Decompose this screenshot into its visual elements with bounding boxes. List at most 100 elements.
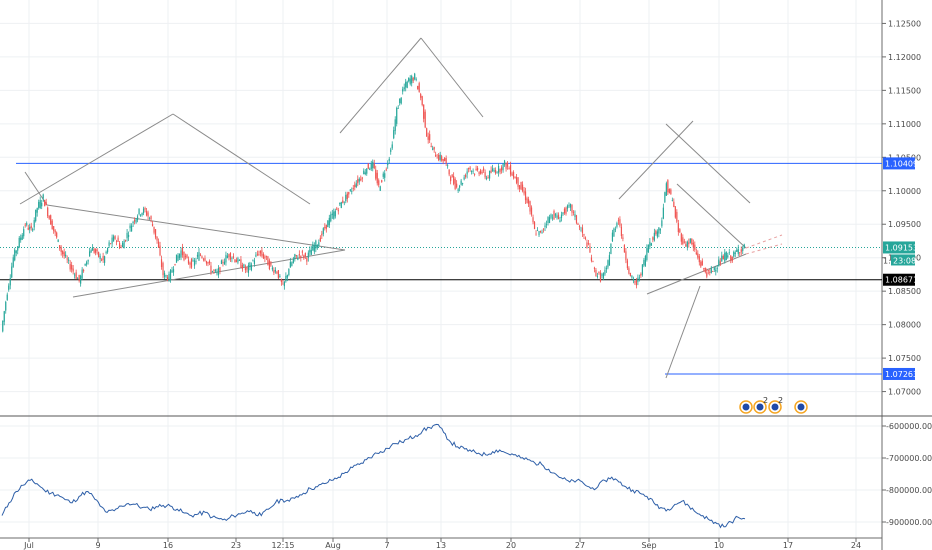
- candle-body: [282, 283, 284, 285]
- candle-body: [354, 184, 356, 188]
- candle-body: [405, 81, 407, 88]
- candle-body: [727, 255, 729, 258]
- candle-body: [69, 264, 71, 270]
- support-label-text: 1.08671: [885, 276, 918, 285]
- current-price-label-bg: [883, 241, 915, 254]
- time-tick-label: 20: [506, 541, 516, 550]
- target-label: 1.07263: [883, 367, 918, 380]
- event-badge: 2: [768, 396, 783, 414]
- candle-body: [166, 277, 169, 281]
- candle-body: [638, 277, 640, 279]
- time-tick-label: 17: [783, 541, 793, 550]
- candle-body: [2, 320, 4, 332]
- candle-body: [691, 238, 693, 245]
- candle-body: [337, 210, 339, 212]
- candle-body: [80, 275, 82, 284]
- candle-body: [539, 230, 542, 233]
- candle-body: [712, 271, 714, 272]
- trend-line: [646, 253, 747, 295]
- candle-body: [385, 169, 387, 171]
- candle-body: [508, 167, 510, 170]
- target-label-bg: [883, 367, 915, 380]
- candle-body: [734, 252, 736, 254]
- candle-body: [679, 229, 681, 233]
- candle-body: [460, 180, 462, 185]
- candle-body: [736, 249, 738, 252]
- candle-body: [285, 275, 287, 282]
- candle-body: [358, 178, 360, 182]
- candle-body: [671, 200, 673, 201]
- candle-body: [207, 262, 209, 264]
- candle-body: [641, 264, 643, 275]
- candle-body: [327, 220, 329, 228]
- candle-body: [160, 259, 163, 267]
- resistance-label: 1.10409: [883, 157, 918, 170]
- candle-body: [713, 267, 715, 270]
- candle-body: [664, 192, 666, 203]
- candle-body: [151, 224, 154, 227]
- candle-body: [593, 267, 596, 269]
- candle-body: [725, 252, 727, 260]
- candle-body: [33, 220, 35, 228]
- candle-body: [21, 234, 23, 240]
- candle-body: [682, 237, 684, 245]
- candle-body: [730, 255, 732, 260]
- candle-body: [99, 255, 101, 259]
- candle-body: [53, 226, 55, 231]
- candle-body: [661, 220, 663, 227]
- trend-line: [676, 183, 747, 249]
- candle-body: [550, 214, 552, 218]
- candle-body: [562, 212, 564, 215]
- candle-body: [59, 245, 61, 249]
- candle-body: [65, 254, 67, 257]
- indicator-tick-label: -700000.0000: [886, 454, 932, 463]
- support-label-bg: [883, 273, 915, 286]
- candle-body: [683, 241, 685, 243]
- countdown-prefix: 1.: [883, 256, 891, 265]
- candle-body: [724, 252, 726, 262]
- candle-body: [471, 170, 473, 172]
- candle-body: [694, 244, 696, 250]
- candle-body: [328, 217, 330, 226]
- trend-line: [24, 171, 48, 206]
- candle-body: [291, 262, 293, 266]
- candle-body: [108, 242, 110, 246]
- candle-body: [56, 232, 58, 238]
- candle-body: [313, 245, 315, 252]
- candle-body: [300, 255, 302, 258]
- candle-body: [286, 274, 288, 278]
- candle-body: [619, 219, 621, 226]
- candle-body: [39, 200, 41, 209]
- candle-body: [686, 241, 688, 247]
- candle-body: [403, 87, 405, 90]
- candle-body: [189, 262, 191, 265]
- countdown-bg: [891, 254, 915, 266]
- candle-body: [465, 174, 467, 177]
- candle-body: [142, 208, 145, 214]
- candle-body: [8, 285, 10, 290]
- candle-body: [598, 271, 600, 273]
- flag-dot: [742, 403, 750, 411]
- candle-body: [426, 128, 428, 137]
- candle-body: [273, 270, 275, 274]
- candle-body: [388, 158, 390, 161]
- trend-line: [665, 285, 701, 379]
- candle-body: [695, 252, 697, 255]
- candle-body: [171, 270, 173, 273]
- candle-body: [586, 242, 588, 248]
- candle-body: [20, 237, 22, 241]
- candle-body: [438, 154, 440, 161]
- flag-dot: [771, 403, 779, 411]
- candle-body: [71, 264, 73, 270]
- candle-body: [141, 212, 143, 215]
- candle-body: [472, 170, 474, 172]
- candle-body: [138, 208, 140, 215]
- candle-body: [646, 248, 648, 260]
- candle-body: [29, 227, 31, 230]
- candle-body: [640, 273, 642, 276]
- candle-body: [234, 259, 236, 263]
- candle-body: [548, 217, 551, 223]
- flag-dot: [797, 403, 805, 411]
- candle-body: [312, 244, 314, 251]
- candle-body: [509, 165, 512, 175]
